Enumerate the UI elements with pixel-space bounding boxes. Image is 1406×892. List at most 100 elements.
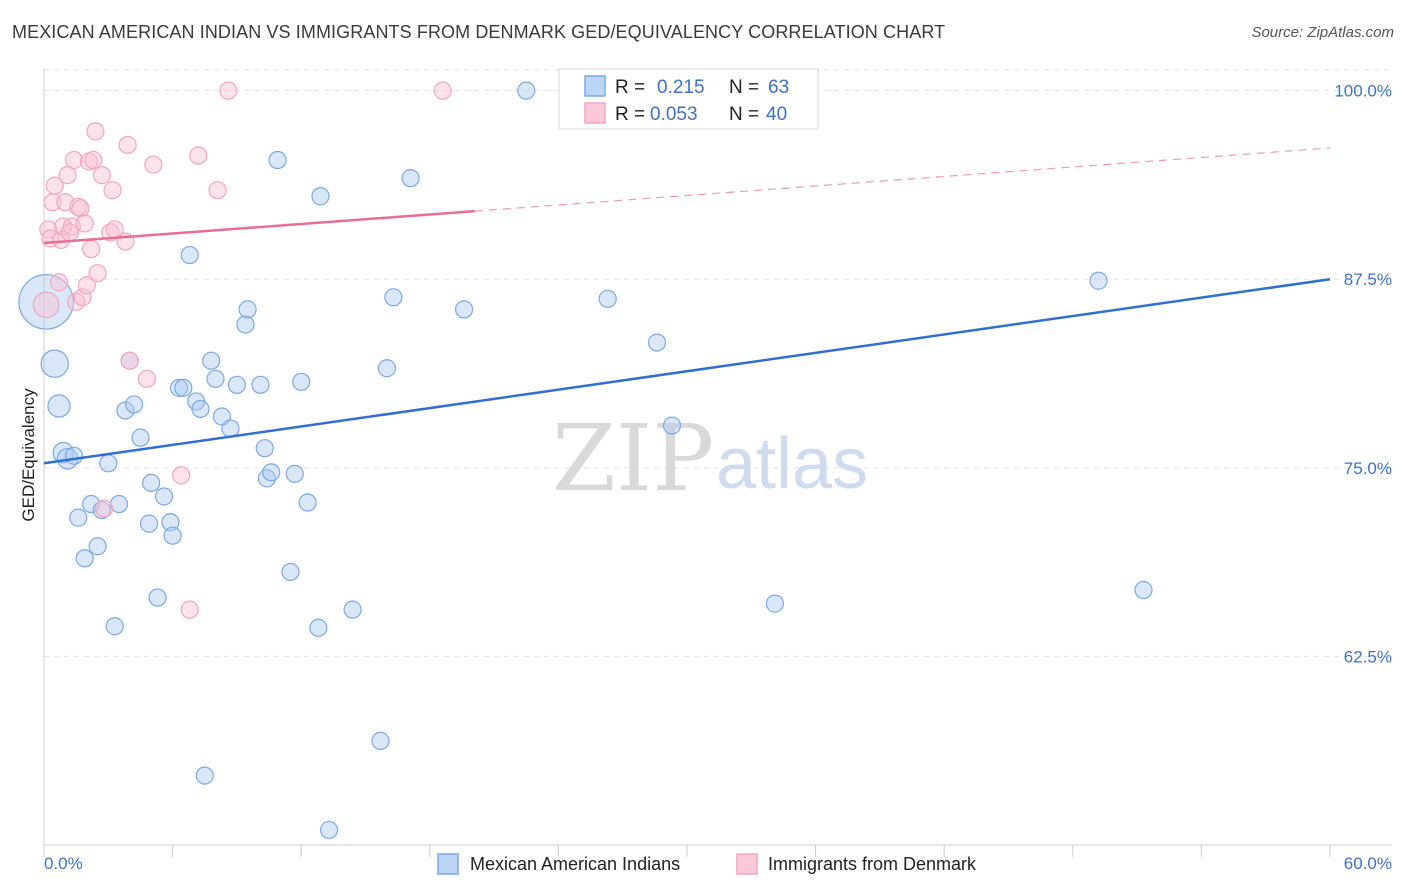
data-point-mexican-american-indians	[148, 588, 167, 607]
trend-lines	[43, 147, 1331, 465]
data-point-mexican-american-indians	[238, 300, 257, 319]
trend-line-immigrants-from-denmark	[43, 209, 475, 245]
y-tick-labels: 62.5% 75.0% 87.5% 100.0%	[1334, 82, 1392, 667]
stats-r-value-1: 0.215	[657, 77, 705, 98]
series-legend: Mexican American Indians Immigrants from…	[437, 853, 977, 875]
source-credit: Source: ZipAtlas.com	[1251, 24, 1394, 41]
data-point-mexican-american-indians	[174, 378, 193, 397]
data-point-mexican-american-indians	[598, 289, 617, 308]
axes	[43, 68, 1392, 857]
data-point-mexican-american-indians	[292, 372, 311, 391]
data-point-immigrants-from-denmark	[172, 466, 191, 485]
data-points	[18, 81, 1153, 840]
data-point-mexican-american-indians	[285, 464, 304, 483]
data-point-immigrants-from-denmark	[32, 291, 60, 319]
data-point-mexican-american-indians	[647, 333, 667, 352]
data-point-mexican-american-indians	[124, 395, 144, 414]
data-point-mexican-american-indians	[88, 537, 107, 556]
y-tick-label: 100.0%	[1334, 82, 1392, 101]
stats-r-label-1: R =	[615, 77, 645, 98]
data-point-immigrants-from-denmark	[73, 288, 92, 307]
data-point-mexican-american-indians	[371, 731, 390, 750]
y-axis-title: GED/Equivalency	[19, 388, 38, 522]
stats-n-value-1: 63	[768, 77, 789, 98]
data-point-immigrants-from-denmark	[45, 176, 64, 195]
data-point-immigrants-from-denmark	[88, 264, 107, 283]
data-point-immigrants-from-denmark	[103, 181, 122, 200]
y-tick-label: 62.5%	[1344, 647, 1392, 666]
stats-n-label-2: N =	[729, 104, 759, 125]
legend-label-immigrants-from-denmark: Immigrants from Denmark	[768, 854, 977, 874]
legend-swatch-mexican-american-indians	[437, 853, 459, 875]
data-point-mexican-american-indians	[262, 463, 281, 482]
data-point-immigrants-from-denmark	[208, 181, 227, 200]
data-point-mexican-american-indians	[765, 594, 784, 613]
data-point-immigrants-from-denmark	[219, 81, 238, 100]
watermark-zip: ZIP	[552, 405, 714, 512]
data-point-mexican-american-indians	[309, 618, 328, 637]
data-point-mexican-american-indians	[319, 820, 339, 840]
data-point-mexican-american-indians	[180, 245, 199, 265]
data-point-mexican-american-indians	[298, 493, 317, 512]
watermark-atlas: atlas	[716, 424, 868, 504]
data-point-mexican-american-indians	[139, 514, 159, 533]
stats-r-value-2: 0.053	[650, 104, 698, 125]
data-point-mexican-american-indians	[75, 549, 94, 568]
data-point-immigrants-from-denmark	[433, 81, 452, 100]
data-point-immigrants-from-denmark	[75, 214, 94, 233]
data-point-mexican-american-indians	[40, 349, 69, 378]
data-point-mexican-american-indians	[662, 416, 682, 435]
data-point-mexican-american-indians	[161, 513, 180, 532]
data-point-mexican-american-indians	[311, 187, 330, 206]
legend-label-mexican-american-indians: Mexican American Indians	[470, 854, 680, 874]
data-point-immigrants-from-denmark	[60, 223, 79, 242]
data-point-immigrants-from-denmark	[189, 146, 208, 165]
stats-legend-swatch-pink	[584, 102, 606, 124]
data-point-mexican-american-indians	[227, 375, 246, 394]
y-tick-label: 75.0%	[1344, 459, 1392, 478]
data-point-mexican-american-indians	[281, 562, 300, 582]
data-point-immigrants-from-denmark	[118, 135, 137, 155]
data-point-mexican-american-indians	[154, 487, 174, 506]
data-point-mexican-american-indians	[517, 81, 536, 100]
data-point-mexican-american-indians	[142, 473, 161, 493]
data-point-immigrants-from-denmark	[92, 166, 111, 185]
stats-n-value-2: 40	[766, 104, 787, 125]
data-point-immigrants-from-denmark	[82, 239, 101, 259]
data-point-mexican-american-indians	[169, 378, 189, 397]
data-point-mexican-american-indians	[343, 600, 362, 619]
data-point-mexican-american-indians	[69, 508, 88, 527]
data-point-immigrants-from-denmark	[94, 499, 114, 518]
data-point-mexican-american-indians	[384, 288, 403, 307]
chart-title: MEXICAN AMERICAN INDIAN VS IMMIGRANTS FR…	[12, 22, 946, 42]
data-point-immigrants-from-denmark	[120, 351, 139, 370]
stats-legend: R = 0.215 N = 63 R = 0.053 N = 40	[558, 68, 819, 130]
data-point-mexican-american-indians	[202, 351, 221, 370]
data-point-mexican-american-indians	[109, 494, 129, 514]
data-point-mexican-american-indians	[251, 375, 270, 394]
trend-line-mexican-american-indians	[43, 277, 1331, 465]
data-point-mexican-american-indians	[1089, 271, 1108, 290]
data-point-mexican-american-indians	[454, 300, 474, 319]
data-point-mexican-american-indians	[206, 369, 225, 388]
data-point-immigrants-from-denmark	[137, 369, 156, 388]
trend-line-immigrants-from-denmark-extension	[474, 147, 1331, 212]
stats-n-label-1: N =	[729, 77, 759, 98]
data-point-immigrants-from-denmark	[180, 600, 199, 619]
data-point-immigrants-from-denmark	[71, 199, 90, 218]
data-point-mexican-american-indians	[52, 441, 75, 464]
data-point-mexican-american-indians	[163, 526, 182, 545]
legend-swatch-immigrants-from-denmark	[736, 853, 758, 875]
data-point-mexican-american-indians	[47, 394, 71, 418]
data-point-mexican-american-indians	[18, 274, 74, 330]
data-point-immigrants-from-denmark	[84, 150, 103, 170]
data-point-immigrants-from-denmark	[49, 273, 69, 292]
x-tick-label-min: 0.0%	[44, 854, 83, 873]
data-point-mexican-american-indians	[105, 617, 124, 636]
data-point-mexican-american-indians	[99, 454, 118, 473]
data-point-mexican-american-indians	[131, 428, 150, 447]
data-point-immigrants-from-denmark	[58, 166, 77, 185]
data-point-mexican-american-indians	[401, 169, 420, 188]
data-point-mexican-american-indians	[268, 150, 287, 170]
